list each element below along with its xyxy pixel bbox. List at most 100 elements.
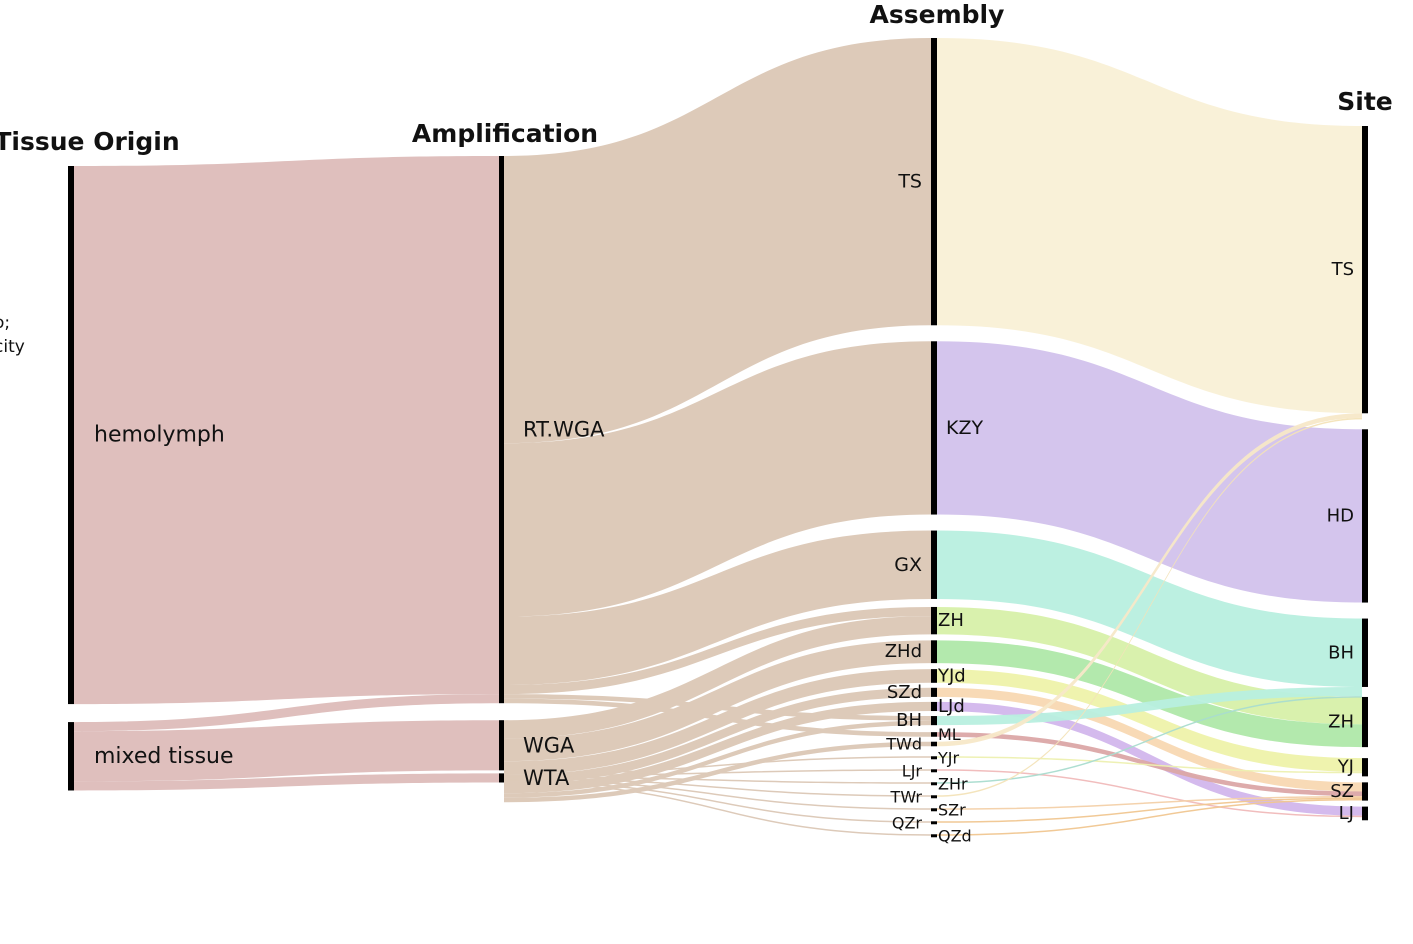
node-bar-site-ZH: [1362, 696, 1368, 748]
node-label-asm-QZd: QZd: [938, 826, 972, 845]
node-label-asm-TS: TS: [897, 171, 922, 193]
link-amp-WTA-to-SZr: [504, 779, 931, 810]
node-bar-asm-QZr: [931, 821, 937, 825]
node-label-site-BH: BH: [1328, 642, 1354, 663]
link-asm-BH-to-BH: [937, 686, 1362, 726]
node-bar-asm-ZHr: [931, 782, 937, 786]
partial-text-line-2: city: [0, 337, 25, 357]
node-label-site-TS: TS: [1331, 259, 1354, 280]
link-asm-QZd-to-SZ: [937, 799, 1362, 836]
link-asm-LJd-to-LJ: [937, 701, 1362, 816]
link-amp-WTA-to-QZr: [504, 780, 931, 823]
node-label-asm-GX: GX: [894, 554, 922, 576]
node-label-amp-WTA: WTA: [523, 766, 570, 790]
link-amp-RTWGA-to-GX: [504, 530, 931, 685]
link-asm-TWd-to-TS: [937, 413, 1362, 747]
node-label-asm-KZY: KZY: [946, 417, 983, 439]
link-amp-WTA-to-YJr: [504, 756, 931, 775]
node-label-asm-TWd: TWd: [885, 735, 922, 754]
link-asm-ZHd-to-ZH: [937, 640, 1362, 748]
link-asm-YJr-to-YJ: [937, 756, 1362, 774]
link-tissue-mixed-to-RTWGA: [74, 694, 499, 732]
node-label-asm-BH: BH: [896, 710, 922, 731]
link-amp-WGA-to-TWd: [504, 741, 931, 803]
link-asm-TWr-to-TS: [937, 417, 1362, 797]
link-amp-RTWGA-to-KZY: [504, 341, 931, 617]
link-asm-LJr-to-LJ: [937, 769, 1362, 818]
node-label-asm-ZHr: ZHr: [938, 774, 968, 793]
node-bar-site-YJ: [1362, 758, 1368, 777]
node-bar-asm-YJr: [931, 756, 937, 760]
node-bar-tissue-mixed: [68, 722, 74, 791]
node-bar-site-HD: [1362, 429, 1368, 603]
link-tissue-mixed-to-WTA: [74, 773, 499, 791]
link-amp-WGA-to-BH: [504, 720, 931, 798]
node-label-site-ZH: ZH: [1328, 712, 1354, 733]
links-layer: [74, 38, 1362, 836]
link-asm-ZHr-to-BH: [937, 696, 1362, 784]
node-label-asm-ZH: ZH: [938, 610, 964, 631]
link-amp-WTA-to-QZd: [504, 782, 931, 836]
link-asm-GX-to-BH: [937, 530, 1362, 687]
node-label-asm-ZHd: ZHd: [885, 641, 922, 662]
node-bar-amp-WTA: [499, 773, 504, 783]
axis-title-tissue: Tissue Origin: [0, 127, 180, 156]
node-bar-asm-SZr: [931, 808, 937, 812]
node-bar-asm-QZd: [931, 834, 937, 838]
link-amp-WGA-to-ZHd: [504, 640, 931, 762]
node-label-asm-SZr: SZr: [938, 800, 966, 819]
node-label-site-LJ: LJ: [1339, 803, 1354, 824]
node-bar-asm-ZHd: [931, 640, 937, 664]
link-amp-WTA-to-LJr: [504, 769, 931, 777]
node-label-asm-LJr: LJr: [902, 761, 923, 780]
node-label-site-HD: HD: [1327, 505, 1354, 526]
node-label-amp-RTWGA: RT.WGA: [523, 418, 605, 442]
node-bars-layer: [68, 38, 1368, 838]
node-bar-asm-KZY: [931, 341, 937, 515]
node-bar-asm-TS: [931, 38, 937, 326]
node-bar-amp-RTWGA: [499, 156, 504, 704]
node-bar-asm-LJd: [931, 701, 937, 712]
node-label-site-SZ: SZ: [1330, 781, 1354, 802]
partial-text-line-1: o;: [0, 313, 10, 333]
node-label-asm-QZr: QZr: [892, 813, 923, 832]
link-asm-YJd-to-YJ: [937, 669, 1362, 772]
node-bar-amp-WGA: [499, 720, 504, 771]
node-label-asm-YJd: YJd: [937, 665, 966, 686]
node-bar-tissue-hemolymph: [68, 166, 74, 705]
node-bar-site-SZ: [1362, 782, 1368, 801]
node-label-asm-LJd: LJd: [938, 696, 965, 717]
node-bar-asm-SZd: [931, 687, 937, 697]
node-bar-site-LJ: [1362, 806, 1368, 821]
node-bar-site-BH: [1362, 618, 1368, 687]
link-amp-WTA-to-TWr: [504, 777, 931, 797]
node-label-amp-WGA: WGA: [523, 733, 575, 757]
node-labels-layer: hemolymph mixed tissue RT.WGA WGA WTA TS HD BH Z…: [94, 171, 1354, 846]
node-label-asm-ML: ML: [938, 725, 961, 744]
node-bar-asm-ZH: [931, 606, 937, 635]
link-amp-WGA-to-YJd: [504, 669, 931, 775]
node-bar-asm-GX: [931, 530, 937, 599]
node-label-asm-YJr: YJr: [937, 748, 959, 767]
node-label-asm-SZd: SZd: [887, 682, 922, 703]
node-label-site-YJ: YJ: [1337, 757, 1354, 778]
axis-title-amplification: Amplification: [412, 119, 598, 148]
link-amp-WGA-to-ZH: [504, 616, 931, 739]
link-tissue-hemolymph-to-RTWGA: [74, 156, 499, 705]
link-asm-KZY-to-HD: [937, 341, 1362, 603]
node-bar-asm-ML: [931, 732, 937, 737]
node-bar-asm-YJd: [931, 669, 937, 683]
node-label-tissue-hemolymph: hemolymph: [94, 423, 225, 448]
node-bar-asm-BH: [931, 716, 937, 726]
link-amp-WGA-to-LJd: [504, 701, 931, 794]
node-bar-asm-TWr: [931, 795, 937, 799]
node-label-tissue-mixed: mixed tissue: [94, 744, 234, 769]
link-amp-RTWGA-to-TS: [504, 38, 931, 444]
node-bar-asm-LJr: [931, 769, 937, 773]
axis-title-assembly: Assembly: [870, 0, 1005, 29]
node-label-asm-TWr: TWr: [890, 787, 923, 806]
node-bar-site-TS: [1362, 126, 1368, 414]
link-asm-QZr-to-SZ: [937, 797, 1362, 823]
link-amp-WTA-to-ZHr: [504, 776, 931, 784]
